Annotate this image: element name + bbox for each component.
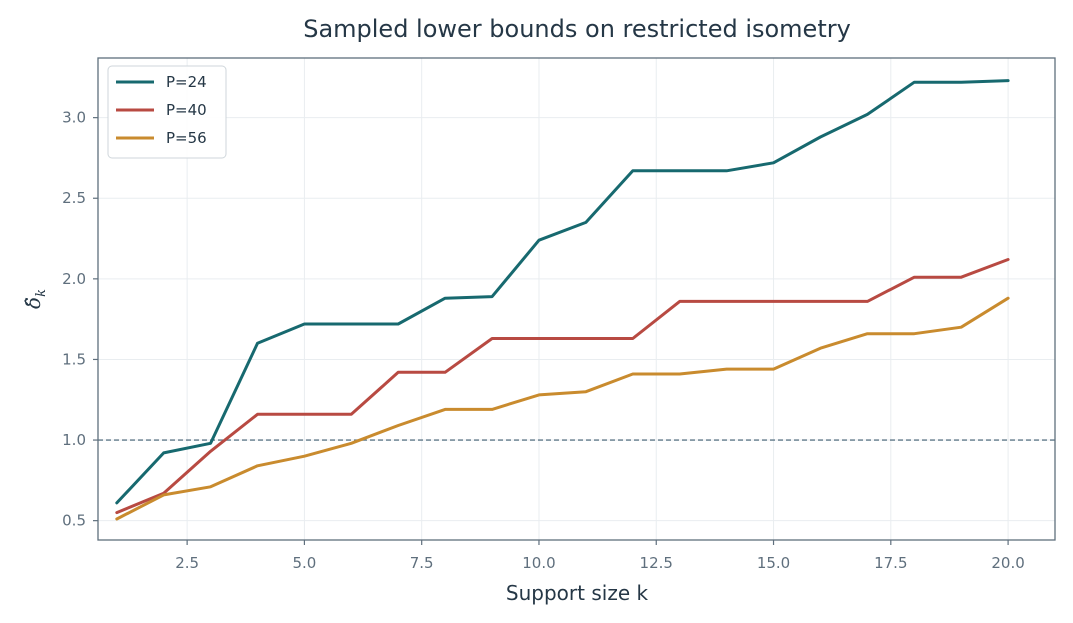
y-tick-label: 2.5 [62,189,86,207]
series-line-P=24 [115,79,1010,505]
x-tick-label: 17.5 [874,554,907,572]
x-tick-label: 10.0 [522,554,555,572]
series-line-P=40 [115,258,1010,515]
legend: P=24 P=40 P=56 [107,65,227,159]
x-axis-ticks: 2.5 5.0 7.5 10.0 12.5 15.0 17.5 20.0 [175,540,1025,572]
x-tick-label: 5.0 [292,554,316,572]
series-line-P=56 [115,296,1010,521]
y-tick-label: 2.0 [62,270,86,288]
legend-label: P=40 [166,101,207,119]
y-axis-ticks: 0.5 1.0 1.5 2.0 2.5 3.0 [62,109,98,530]
y-tick-label: 0.5 [62,512,86,530]
y-axis-label: δ̂k [21,289,49,309]
plot-frame [97,57,1056,541]
x-axis-label: Support size k [506,581,649,605]
grid [98,58,1055,540]
x-tick-label: 7.5 [410,554,434,572]
legend-label: P=56 [166,129,207,147]
legend-label: P=24 [166,73,207,91]
x-tick-label: 2.5 [175,554,199,572]
y-tick-label: 1.5 [62,350,86,368]
x-tick-label: 20.0 [991,554,1024,572]
chart-title: Sampled lower bounds on restricted isome… [303,15,851,43]
y-tick-label: 3.0 [62,109,86,127]
y-tick-label: 1.0 [62,431,86,449]
x-tick-label: 15.0 [757,554,790,572]
x-tick-label: 12.5 [640,554,673,572]
legend-box [107,65,227,159]
series-lines [115,79,1010,521]
